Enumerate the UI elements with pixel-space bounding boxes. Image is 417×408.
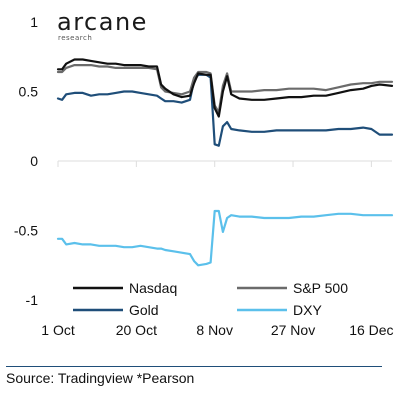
y-tick-labels: 1 0.5 0 -0.5 -1 xyxy=(14,14,38,308)
series-lines xyxy=(56,58,394,267)
x-tick-label: 1 Oct xyxy=(41,322,75,338)
x-tick-label: 20 Oct xyxy=(116,322,157,338)
brand-logo: arcane research xyxy=(57,8,148,42)
legend-label-dxy: DXY xyxy=(293,302,322,318)
series-line-s-p-500 xyxy=(56,63,394,114)
source-divider xyxy=(6,366,382,367)
series-line-dxy xyxy=(56,209,394,267)
y-tick-label: 0 xyxy=(30,153,38,169)
x-tick-label: 27 Nov xyxy=(271,322,315,338)
legend-label-s-p-500: S&P 500 xyxy=(293,280,348,296)
y-tick-label: -0.5 xyxy=(14,223,38,239)
legend-label-nasdaq: Nasdaq xyxy=(129,280,177,296)
brand-name: arcane xyxy=(57,8,148,36)
legend: Nasdaq S&P 500 Gold DXY xyxy=(73,280,348,318)
brand-subtitle: research xyxy=(58,34,92,42)
series-line-nasdaq xyxy=(56,58,394,118)
y-tick-label: 1 xyxy=(30,14,38,30)
x-tick-labels: 1 Oct 20 Oct 8 Nov 27 Nov 16 Dec xyxy=(41,322,393,338)
legend-label-gold: Gold xyxy=(129,302,159,318)
x-tick-label: 16 Dec xyxy=(349,322,393,338)
x-tick-label: 8 Nov xyxy=(196,322,233,338)
y-tick-label: 0.5 xyxy=(19,84,39,100)
axes xyxy=(57,160,392,167)
source-note: Source: Tradingview *Pearson xyxy=(6,370,195,386)
y-tick-label: -1 xyxy=(26,292,39,308)
